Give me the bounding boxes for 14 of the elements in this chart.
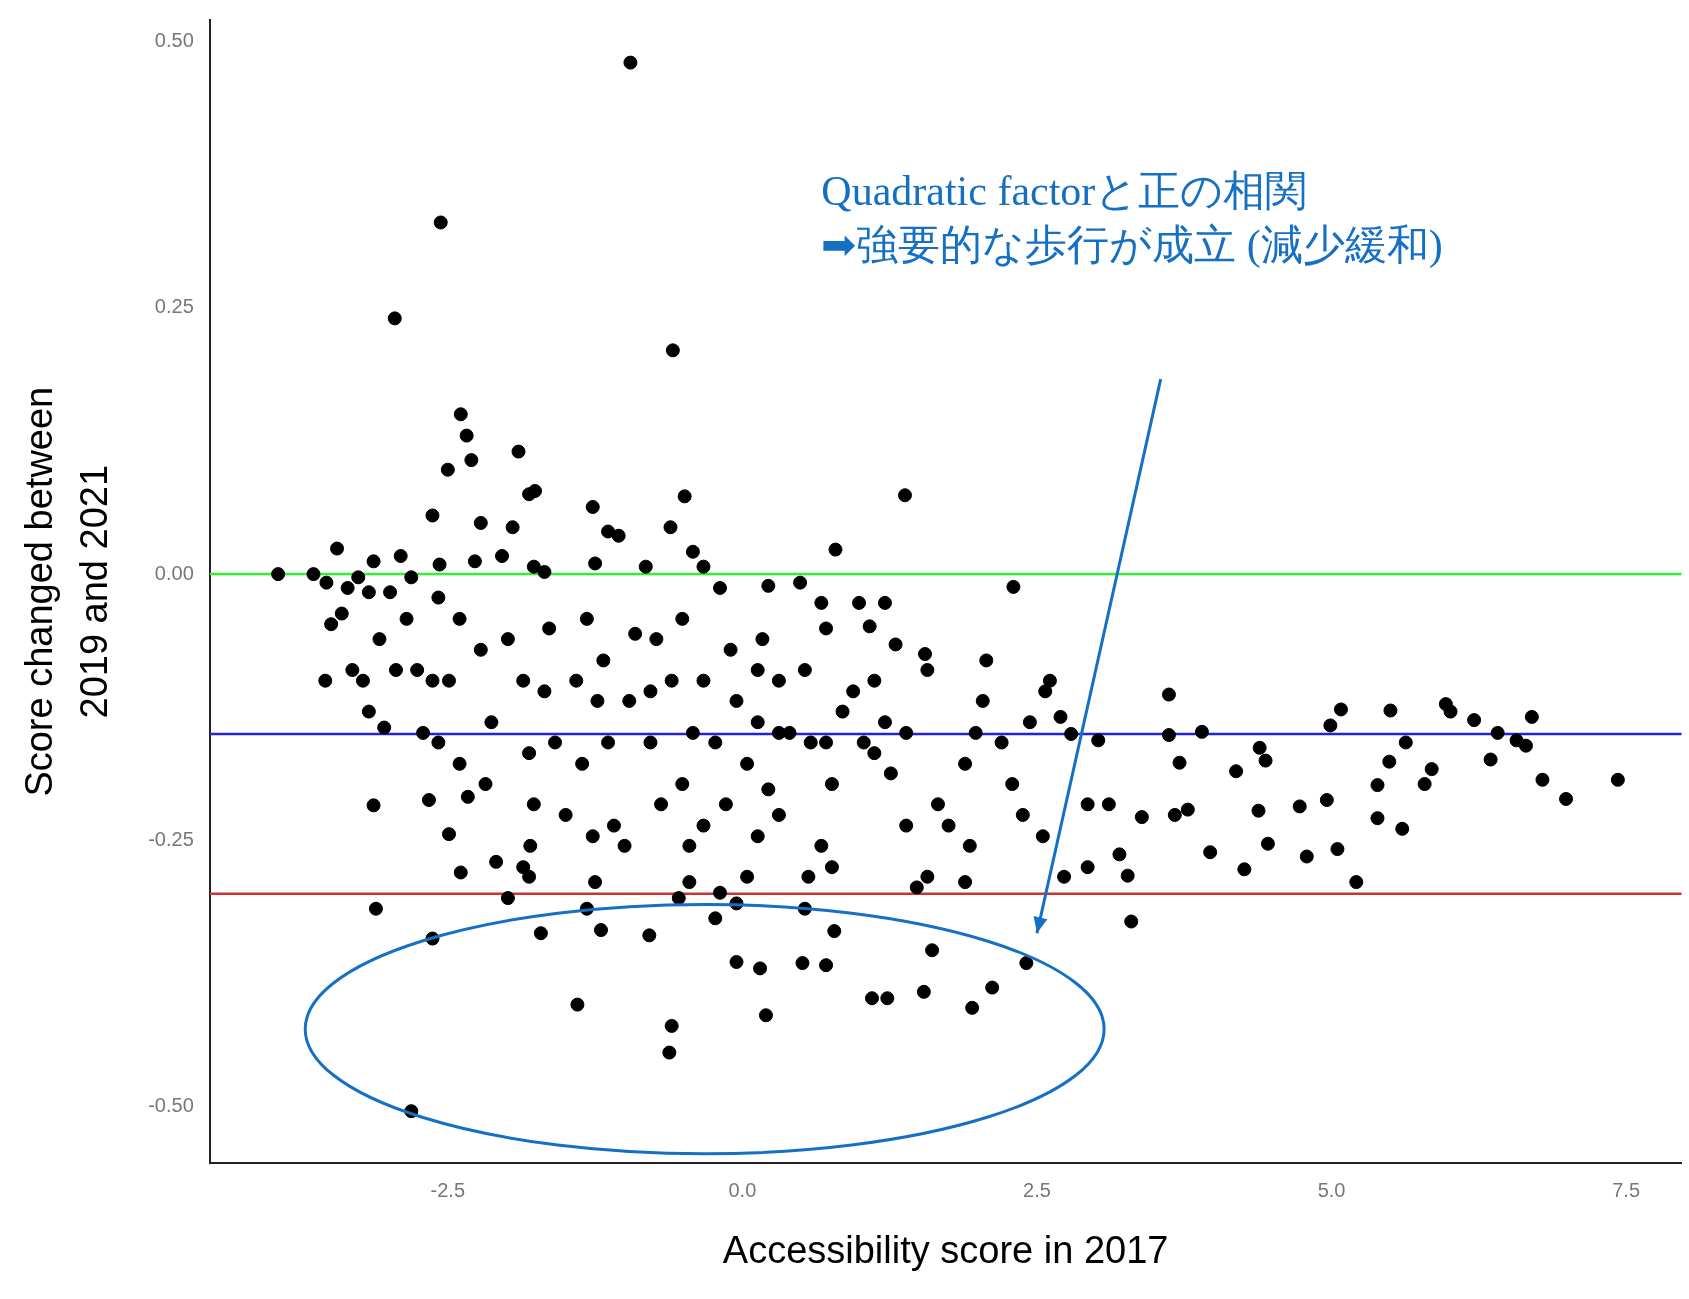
x-tick-label: 2.5 <box>1023 1178 1051 1201</box>
x-tick-label: -2.5 <box>430 1178 466 1201</box>
y-tick-label: -0.25 <box>148 828 194 851</box>
x-tick-label: 0.0 <box>728 1178 757 1201</box>
y-tick-label: 0.00 <box>154 561 194 584</box>
y-tick-label: 0.50 <box>154 28 194 51</box>
y-axis-title: Score changed between 2019 and 2021 <box>18 386 116 797</box>
annotation: ➡強要的な歩行が成立 (減少緩和) <box>821 220 1443 270</box>
x-axis-title: Accessibility score in 2017 <box>722 1228 1169 1271</box>
y-tick-label: 0.25 <box>154 295 194 318</box>
annotation: Quadratic factorと正の相関 <box>821 166 1309 216</box>
y-tick-label: -0.50 <box>148 1094 194 1117</box>
x-tick-label: 7.5 <box>1612 1178 1641 1201</box>
x-tick-label: 5.0 <box>1317 1178 1346 1201</box>
